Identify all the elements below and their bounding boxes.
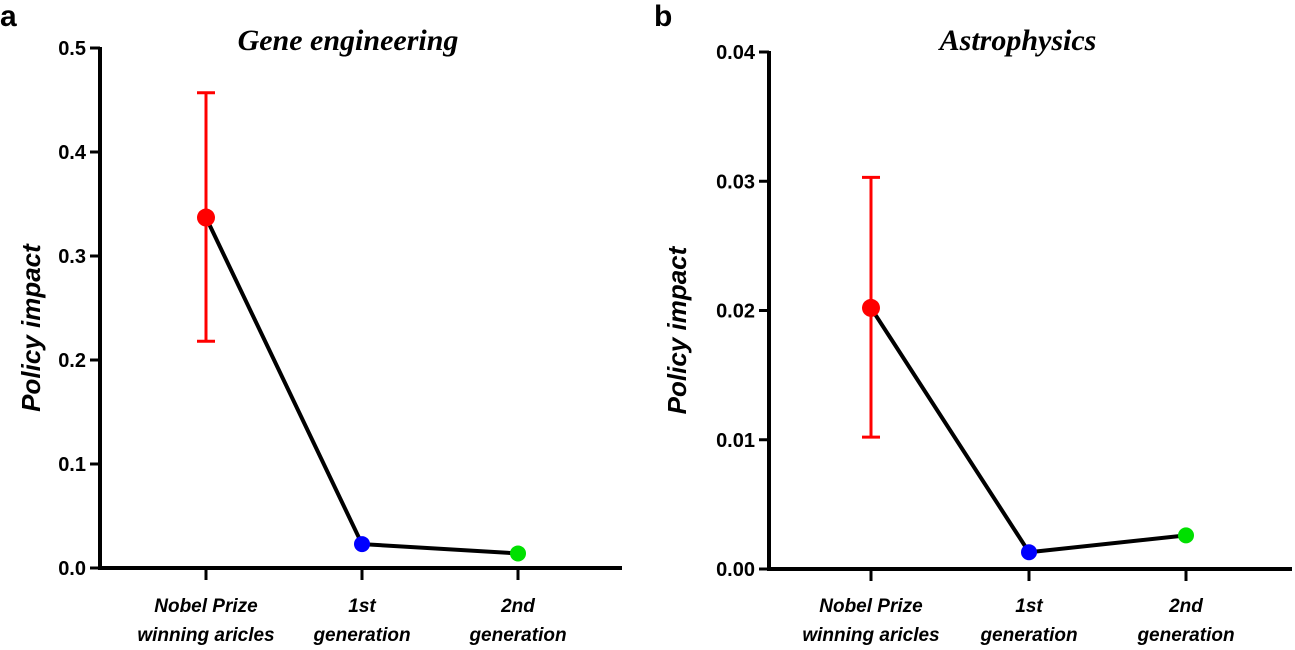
y-tick-label: 0.2 — [58, 350, 86, 372]
y-tick-label: 0.02 — [716, 301, 755, 323]
x-tick-label: generation — [312, 625, 410, 646]
x-tick-label: Nobel Prize — [819, 596, 923, 617]
x-tick-label: 1st — [1015, 596, 1043, 617]
data-point — [197, 208, 215, 227]
data-point — [354, 536, 370, 553]
y-tick-label: 0.04 — [716, 42, 756, 64]
series-line — [869, 306, 1187, 555]
y-tick-label: 0.03 — [716, 171, 755, 193]
y-tick-label: 0.4 — [58, 142, 87, 164]
x-tick-label: generation — [979, 625, 1077, 646]
y-tick-label: 0.5 — [58, 38, 86, 60]
x-tick-label: winning aricles — [802, 625, 939, 646]
series-line — [204, 216, 519, 556]
x-tick-label: 2nd — [500, 596, 535, 617]
y-tick-label: 0.1 — [58, 454, 86, 476]
data-point — [862, 298, 880, 317]
chart-title: Gene engineering — [238, 24, 459, 57]
y-tick-label: 0.01 — [716, 430, 755, 452]
y-tick-label: 0.0 — [58, 558, 86, 580]
data-point — [1021, 544, 1037, 561]
data-point — [1178, 527, 1194, 544]
y-axis-label: Policy impact — [662, 245, 692, 414]
chart-title: Astrophysics — [938, 24, 1097, 57]
x-tick-label: Nobel Prize — [154, 596, 258, 617]
x-tick-label: generation — [468, 625, 566, 646]
y-tick-label: 0.00 — [716, 559, 755, 581]
x-tick-label: 1st — [348, 596, 376, 617]
panel-label: b — [654, 0, 672, 33]
y-tick-label: 0.3 — [58, 246, 86, 268]
x-tick-label: generation — [1136, 625, 1234, 646]
panel-label: a — [0, 0, 17, 33]
x-tick-label: winning aricles — [137, 625, 274, 646]
y-axis-label: Policy impact — [16, 243, 46, 412]
x-tick-label: 2nd — [1168, 596, 1203, 617]
data-point — [510, 545, 526, 562]
